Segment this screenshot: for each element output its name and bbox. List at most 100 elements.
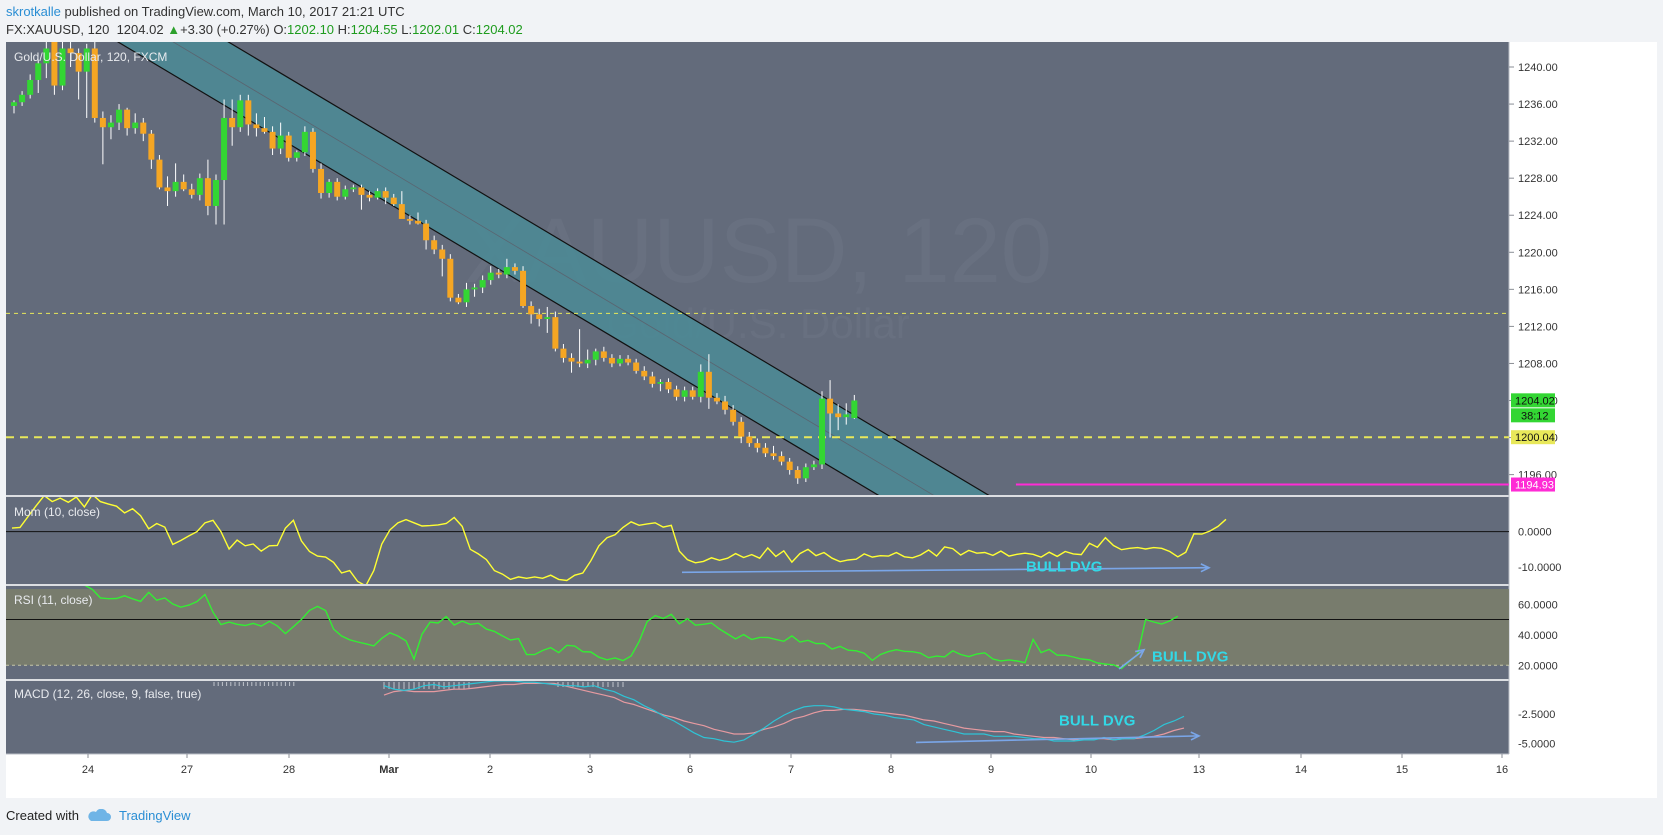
- candle-body: [584, 359, 591, 364]
- candle-body: [245, 100, 252, 125]
- rsi-layer: BULL DVG: [6, 586, 1509, 670]
- close-value: 1204.02: [475, 22, 523, 37]
- candle-body: [188, 189, 195, 195]
- time-tick-label: 8: [888, 764, 894, 776]
- candle-body: [592, 351, 599, 360]
- price-tick-label: 1216.00: [1518, 284, 1558, 296]
- candle-body: [487, 272, 494, 281]
- macd-dvg-arrow-head: [1190, 731, 1201, 741]
- mom-dvg-arrow-head: [1200, 563, 1211, 573]
- last-price-tag-label: 1204.02: [1515, 395, 1555, 407]
- high-value: 1204.55: [350, 22, 398, 37]
- candle-body: [439, 249, 446, 259]
- macd-tick-label: -5.0000: [1518, 738, 1555, 750]
- rsi-dvg-label: BULL DVG: [1152, 648, 1228, 665]
- candle-body: [625, 358, 632, 363]
- candle-body: [431, 240, 438, 250]
- candle-body: [665, 381, 672, 390]
- candle-body: [107, 122, 114, 128]
- candle-body: [770, 453, 777, 457]
- candle-body: [172, 181, 179, 192]
- time-tick-label: 6: [687, 764, 693, 776]
- candle-body: [746, 436, 753, 444]
- candle-body: [237, 100, 244, 128]
- price-tick-label: 1240.00: [1518, 62, 1558, 74]
- time-tick-label: 15: [1396, 764, 1408, 776]
- candle-body: [552, 317, 559, 349]
- candle-body: [358, 187, 365, 195]
- mom-line: [11, 497, 1227, 584]
- candle-body: [576, 361, 583, 364]
- mom-tick-label: 0.0000: [1518, 527, 1552, 539]
- candle-body: [754, 443, 761, 448]
- mom-dvg-arrow: [681, 566, 1210, 574]
- chart-svg[interactable]: XAUUSD, 120 Gold/U.S. Dollar BULL DVG BU…: [6, 42, 1657, 798]
- rsi-tick-label: 40.0000: [1518, 630, 1558, 642]
- author-link[interactable]: skrotkalle: [6, 4, 61, 19]
- time-tick-label: 3: [587, 764, 593, 776]
- candle-body: [366, 194, 373, 198]
- time-tick-label: 14: [1295, 764, 1307, 776]
- macd-pane-bg: [6, 681, 1509, 754]
- price-tick-label: 1224.00: [1518, 210, 1558, 222]
- price-tick-label: 1208.00: [1518, 358, 1558, 370]
- candle-body: [608, 357, 615, 364]
- rsi-legend: RSI (11, close): [14, 593, 92, 607]
- tradingview-link[interactable]: TradingView: [118, 808, 191, 823]
- published-text: published on TradingView.com, March 10, …: [64, 4, 405, 19]
- candle-body: [156, 159, 163, 188]
- rsi-tick-label: 60.0000: [1518, 599, 1558, 611]
- time-tick-label: 7: [788, 764, 794, 776]
- candle-body: [261, 128, 268, 132]
- candle-body: [398, 204, 405, 219]
- candle-body: [786, 461, 793, 470]
- candle-body: [722, 401, 729, 410]
- rsi-line: [84, 586, 1179, 670]
- rsi-dvg-arrow-head: [1135, 648, 1146, 659]
- time-tick-label: 24: [82, 764, 94, 776]
- candle-body: [600, 351, 607, 358]
- candle-body: [334, 181, 341, 197]
- time-tick-label: 13: [1193, 764, 1205, 776]
- time-tick-label: 28: [283, 764, 295, 776]
- close-label: C:: [462, 22, 476, 37]
- candle-body: [802, 467, 809, 479]
- candle-body: [415, 220, 421, 224]
- macd-main-line: [383, 681, 1185, 743]
- candle-body: [713, 397, 720, 402]
- candle-body: [269, 131, 276, 149]
- candle-body: [851, 400, 858, 419]
- candle-body: [673, 389, 680, 397]
- candle-body: [827, 398, 834, 414]
- candle-body: [342, 189, 349, 197]
- candle-body: [819, 398, 825, 465]
- candle-body: [27, 79, 34, 95]
- main-price-layer: [6, 42, 1509, 495]
- mom-pane-bg: [6, 497, 1509, 584]
- candle-body: [617, 358, 623, 364]
- candle-body: [43, 48, 50, 64]
- candle-body: [649, 376, 656, 384]
- candle-body: [51, 42, 58, 86]
- macd-dvg-label: BULL DVG: [1059, 713, 1135, 730]
- level1-tag: [1511, 430, 1555, 445]
- candle-body: [641, 370, 648, 377]
- time-tick-label: 16: [1496, 764, 1508, 776]
- time-tick-label: 10: [1085, 764, 1097, 776]
- candle-body: [681, 390, 688, 397]
- candle-body: [657, 381, 664, 384]
- macd-layer: BULL DVG: [213, 681, 1201, 744]
- candle-body: [229, 117, 236, 128]
- high-label: H:: [337, 22, 351, 37]
- candle-body: [350, 187, 357, 190]
- candle-body: [99, 117, 106, 128]
- time-tick-label: 27: [181, 764, 193, 776]
- low-value: 1202.01: [412, 22, 460, 37]
- symbol-label: FX:XAUUSD, 120: [6, 22, 110, 37]
- open-label: O:: [273, 22, 288, 37]
- chart-frame[interactable]: XAUUSD, 120 Gold/U.S. Dollar BULL DVG BU…: [6, 42, 1657, 798]
- candle-body: [277, 135, 284, 149]
- candle-body: [568, 357, 575, 362]
- candle-body: [810, 464, 817, 468]
- level2-tag-label: 1194.93: [1515, 480, 1554, 492]
